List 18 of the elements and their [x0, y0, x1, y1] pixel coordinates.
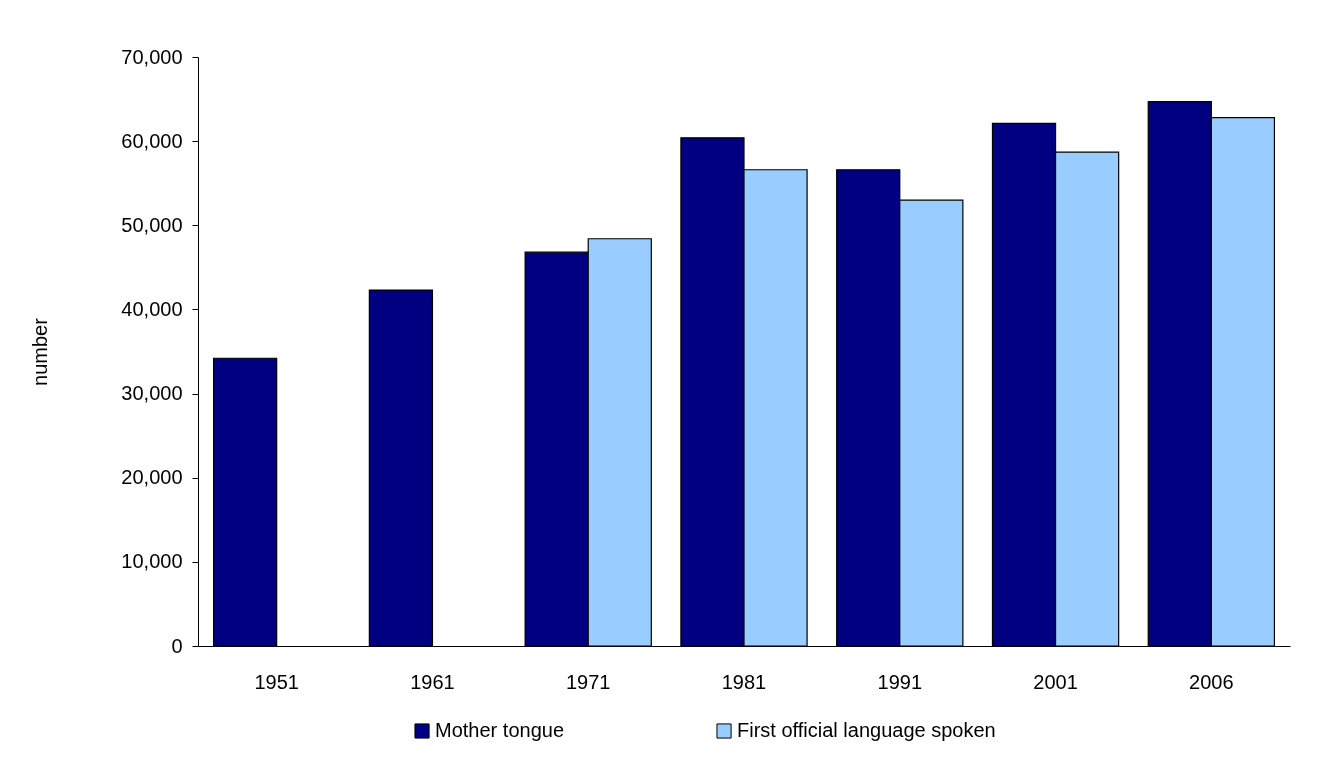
- x-tick-label: 1951: [254, 670, 299, 693]
- x-tick-label: 1961: [410, 670, 455, 693]
- y-tick-label: 70,000: [121, 45, 183, 68]
- y-tick-label: 20,000: [121, 466, 183, 489]
- y-tick-label: 40,000: [121, 297, 183, 320]
- y-axis-title: number: [29, 317, 52, 386]
- x-tick-label: 2001: [1033, 670, 1078, 693]
- x-tick-label: 1971: [565, 670, 611, 693]
- y-tick-label: 60,000: [121, 129, 183, 152]
- y-tick-label: 50,000: [121, 213, 183, 236]
- x-tick-label: 2006: [1189, 670, 1234, 693]
- y-tick-label: 10,000: [121, 550, 183, 573]
- x-tick-label: 1981: [721, 670, 767, 693]
- legend-label: Mother tongue: [435, 719, 565, 741]
- x-tick-label: 1991: [877, 670, 923, 693]
- y-tick-label: 30,000: [121, 382, 183, 405]
- legend-label: First official language spoken: [737, 719, 996, 741]
- y-tick-label: 0: [171, 634, 183, 657]
